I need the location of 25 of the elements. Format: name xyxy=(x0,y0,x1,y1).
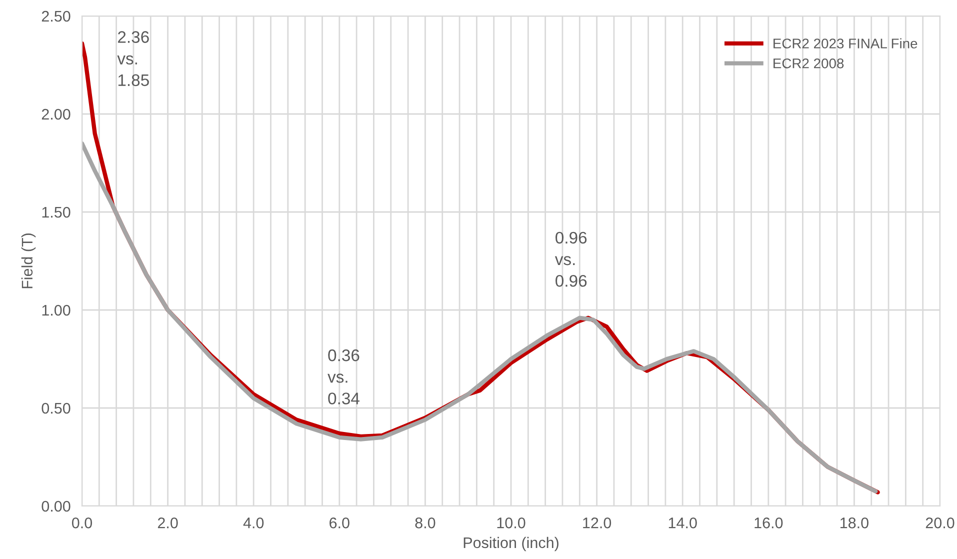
x-tick-label: 8.0 xyxy=(415,518,436,528)
y-tick-label: 1.50 xyxy=(42,206,70,218)
annotation: 2.36 vs. 1.85 xyxy=(117,31,149,86)
y-tick-label: 2.50 xyxy=(42,10,70,22)
x-tick-label: 0.0 xyxy=(72,518,92,528)
legend-label: ECR2 2023 FINAL Fine xyxy=(774,38,918,48)
y-tick-label: 1.00 xyxy=(42,304,70,316)
legend-label: ECR2 2008 xyxy=(774,58,844,68)
annotation: 0.36 vs. 0.34 xyxy=(328,349,360,404)
y-axis-title: Field (T) xyxy=(21,234,36,288)
x-axis-title: Position (inch) xyxy=(464,536,558,552)
x-tick-label: 16.0 xyxy=(754,518,783,528)
y-tick-label: 2.00 xyxy=(42,108,70,120)
x-tick-label: 20.0 xyxy=(926,518,954,528)
annotation: 0.96 vs. 0.96 xyxy=(554,232,587,287)
x-tick-label: 14.0 xyxy=(668,518,697,528)
y-tick-label: 0.00 xyxy=(42,500,70,512)
x-tick-label: 4.0 xyxy=(243,518,264,528)
x-tick-label: 2.0 xyxy=(158,518,178,528)
x-tick-label: 10.0 xyxy=(497,518,526,528)
x-tick-label: 18.0 xyxy=(840,518,868,528)
y-tick-label: 0.50 xyxy=(42,402,70,414)
line-series xyxy=(82,141,878,494)
x-tick-label: 12.0 xyxy=(583,518,612,528)
x-tick-label: 6.0 xyxy=(330,518,350,528)
